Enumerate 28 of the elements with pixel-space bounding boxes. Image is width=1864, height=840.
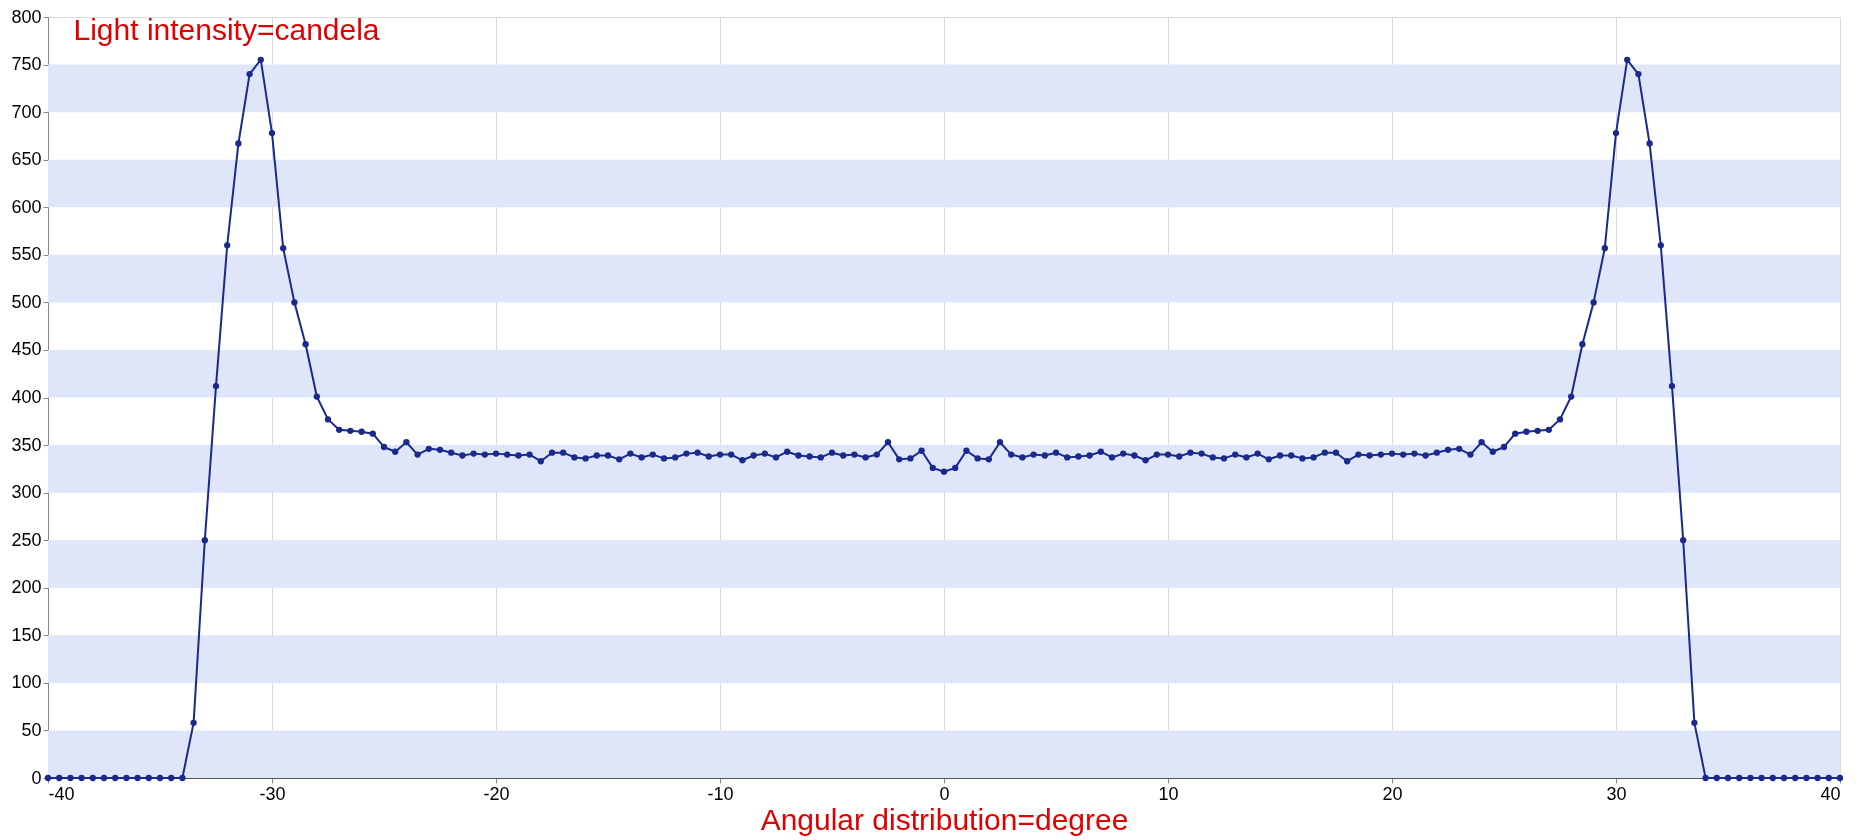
x-tick-label: 30 [1606,783,1627,804]
y-tick-label: 750 [11,54,42,75]
x-tick-label: -40 [48,783,75,804]
x-tick-label: 0 [939,783,950,804]
x-tick-label: 20 [1382,783,1403,804]
y-tick-label: 150 [11,624,42,645]
y-tick-label: 550 [11,244,42,265]
x-tick-label: -20 [483,783,510,804]
y-tick-label: 700 [11,101,42,122]
y-tick-label: 300 [11,482,42,503]
y-tick-label: 400 [11,387,42,407]
y-tick-label: 0 [31,767,42,788]
x-tick-label: -10 [707,783,734,804]
y-tick-label: 350 [11,434,42,455]
y-tick-label: 500 [11,291,42,312]
y-tick-label: 800 [11,6,42,27]
y-tick-label: 50 [21,719,42,740]
y-tick-label: 100 [11,672,42,693]
x-tick-label: 10 [1158,783,1179,804]
y-tick-label: 600 [11,196,42,217]
y-tick-label: 200 [11,577,42,598]
y-axis-title: Light intensity=candela [73,12,380,46]
x-axis-title: Angular distribution=degree [760,802,1129,836]
x-tick-label: -30 [259,783,286,804]
y-tick-label: 250 [11,529,42,550]
y-tick-label: 650 [11,149,42,170]
x-tick-label: 40 [1820,783,1841,804]
y-tick-label: 450 [11,339,42,360]
